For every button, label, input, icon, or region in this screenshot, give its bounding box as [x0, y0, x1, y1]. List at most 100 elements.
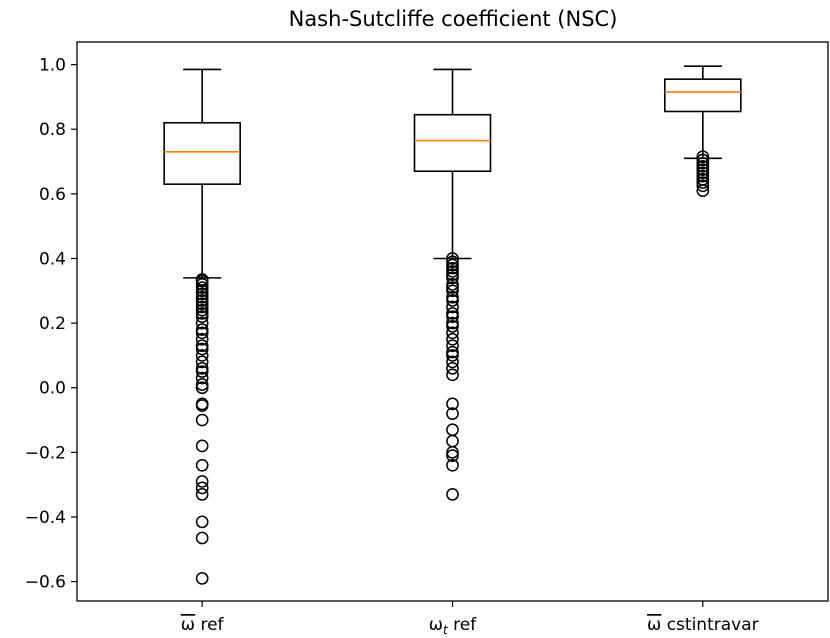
x-tick-label-symbol: ω	[429, 615, 443, 635]
outlier-point	[195, 381, 209, 395]
outlier-point	[446, 397, 459, 411]
y-tick-label: 0.6	[39, 185, 66, 205]
outlier-point	[195, 439, 209, 453]
x-tick-label-suffix: cstintravar	[661, 615, 758, 635]
x-tick-label-suffix: ref	[448, 615, 477, 635]
iqr-box	[413, 113, 492, 173]
outlier-point	[696, 160, 710, 173]
outlier-point	[446, 332, 459, 346]
outlier-point	[446, 345, 459, 359]
y-tick-label: −0.2	[25, 443, 66, 463]
box-group-1	[163, 68, 241, 585]
outlier-point	[195, 378, 209, 391]
outlier-point	[446, 294, 459, 307]
x-tick-label-suffix: ref	[195, 615, 224, 635]
box-group-2	[413, 68, 492, 501]
plot-frame	[76, 41, 829, 602]
outlier-point	[446, 449, 459, 462]
outlier-point	[195, 310, 209, 324]
outlier-point	[195, 284, 209, 298]
outlier-point	[446, 355, 459, 369]
outlier-point	[195, 274, 209, 288]
outlier-point	[446, 339, 459, 353]
outlier-point	[195, 277, 209, 291]
outlier-point	[195, 326, 209, 340]
outlier-point	[446, 349, 459, 362]
outlier-point	[446, 368, 459, 382]
outlier-point	[446, 458, 459, 472]
outlier-point	[446, 488, 459, 501]
x-tick-label-symbol: ω	[647, 615, 661, 635]
outlier-point	[446, 277, 459, 291]
outlier-point	[446, 258, 459, 272]
iqr-box	[163, 121, 241, 185]
axes: ω ref ωt ref ω cstintravar−0.6−0.4−0.20.00…	[25, 41, 829, 637]
x-tick-label-symbol: ω	[181, 615, 195, 635]
outlier-point	[446, 252, 459, 265]
outlier-point	[195, 303, 209, 317]
outlier-point	[195, 365, 209, 378]
plot-area	[163, 65, 742, 585]
outlier-point	[446, 284, 459, 298]
outlier-point	[195, 362, 209, 375]
outlier-point	[696, 176, 710, 189]
outlier-point	[446, 261, 459, 275]
outlier-point	[696, 179, 710, 193]
outlier-point	[195, 281, 209, 294]
outlier-point	[195, 297, 209, 311]
outlier-point	[195, 349, 209, 362]
outlier-point	[195, 316, 209, 330]
outlier-point	[446, 446, 459, 459]
y-tick-label: 1.0	[39, 56, 66, 76]
outlier-point	[195, 399, 209, 412]
outlier-point	[446, 310, 459, 324]
outlier-point	[696, 150, 710, 164]
outlier-point	[195, 290, 209, 304]
outlier-point	[446, 300, 459, 314]
outlier-point	[195, 287, 209, 301]
outlier-point	[195, 413, 209, 427]
outlier-point	[195, 294, 209, 307]
x-tick-label: ω cstintravar	[647, 615, 759, 635]
x-tick-label: ω ref	[181, 615, 225, 635]
y-tick-label: 0.8	[39, 120, 66, 140]
outlier-point	[446, 316, 459, 330]
outlier-point	[195, 458, 209, 472]
outlier-point	[446, 265, 459, 278]
y-tick-label: 0.0	[39, 379, 66, 399]
outlier-point	[446, 407, 459, 420]
outlier-point	[195, 371, 209, 385]
outlier-point	[195, 531, 209, 545]
outlier-point	[195, 488, 209, 501]
outlier-point	[195, 355, 209, 369]
outlier-point	[696, 156, 710, 170]
outlier-point	[696, 166, 710, 180]
iqr-box	[664, 78, 742, 113]
outlier-point	[195, 332, 209, 346]
outlier-point	[696, 184, 710, 197]
outlier-point	[446, 255, 459, 269]
y-tick-label: −0.4	[25, 508, 66, 528]
outlier-point	[195, 481, 209, 495]
outlier-point	[195, 515, 209, 529]
outlier-point	[195, 475, 209, 488]
outlier-point	[195, 323, 209, 336]
outlier-point	[195, 339, 209, 353]
outlier-point	[446, 326, 459, 340]
outlier-point	[446, 290, 459, 304]
outlier-point	[446, 281, 459, 294]
box-group-3	[664, 65, 742, 197]
y-tick-label: 0.2	[39, 314, 66, 334]
x-tick-label-subscript: t	[443, 623, 449, 637]
outlier-point	[195, 300, 209, 314]
x-tick-label: ωt ref	[429, 615, 477, 637]
outlier-point	[195, 307, 209, 320]
y-tick-label: 0.4	[39, 249, 66, 269]
outlier-point	[696, 169, 710, 183]
outlier-point	[446, 307, 459, 320]
outlier-point	[195, 572, 209, 585]
outlier-point	[446, 423, 459, 437]
outlier-point	[446, 362, 459, 375]
outlier-point	[195, 342, 209, 356]
